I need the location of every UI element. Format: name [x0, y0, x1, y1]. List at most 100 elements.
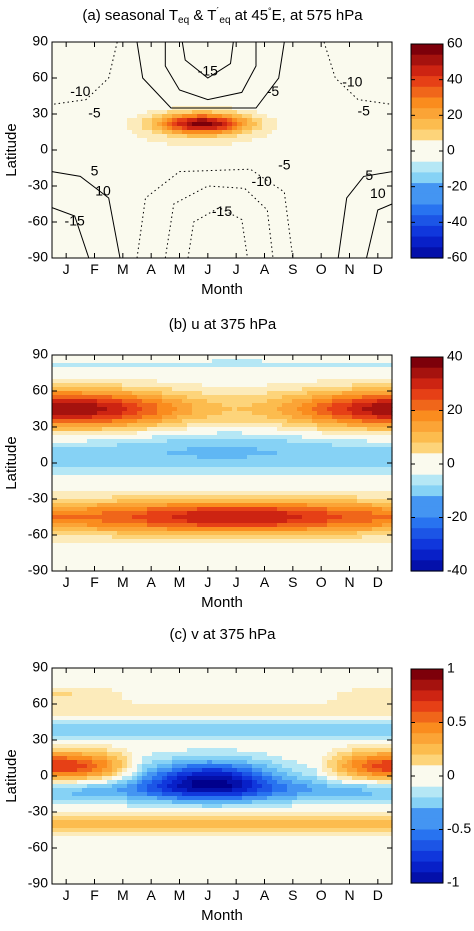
y-tick-label: 90 — [32, 659, 48, 675]
contour-label: 5 — [365, 167, 373, 183]
y-tick-label: 90 — [32, 346, 48, 362]
title-a-sub1: eq — [178, 15, 190, 26]
panel-b-title: (b) u at 375 hPa — [168, 316, 277, 333]
heatmap-field — [52, 42, 393, 259]
x-tick-label: M — [117, 887, 129, 903]
x-tick-label: J — [233, 574, 240, 590]
x-tick-label: A — [260, 574, 270, 590]
x-tick-label: J — [204, 261, 211, 277]
y-tick-label: 0 — [40, 767, 48, 783]
x-tick-label: D — [373, 887, 383, 903]
colorbar-segment — [411, 538, 443, 551]
title-a-prefix: (a) seasonal T — [82, 7, 179, 24]
contour-label: -5 — [278, 156, 291, 172]
colorbar-tick-label: 20 — [447, 106, 463, 122]
colorbar-tick-label: -40 — [447, 213, 467, 229]
colorbar-segment — [411, 108, 443, 120]
x-axis-label: Month — [201, 281, 243, 298]
contour-line — [136, 168, 294, 259]
title-a-prime: ´ — [216, 6, 220, 16]
contour-label: -10 — [70, 83, 90, 99]
colorbar-segment — [411, 840, 443, 852]
colorbar-segment — [411, 367, 443, 379]
contour-line — [181, 41, 234, 79]
x-tick-label: J — [63, 261, 70, 277]
colorbar-segment — [411, 225, 443, 238]
colorbar-segment — [411, 517, 443, 529]
colorbar-tick-label: 40 — [447, 70, 463, 86]
colorbar-segment — [411, 754, 443, 766]
contour-label: -15 — [198, 63, 218, 79]
x-tick-label: S — [288, 574, 297, 590]
colorbar-segment — [411, 65, 443, 77]
x-tick-label: O — [316, 887, 327, 903]
x-tick-label: A — [146, 574, 156, 590]
contour-label: -10 — [342, 74, 362, 90]
contour-label: -5 — [88, 105, 101, 121]
x-tick-label: S — [288, 261, 297, 277]
colorbar-segment — [411, 44, 443, 56]
y-axis: 90 60 30 0 -30 -60 -90 — [28, 33, 392, 265]
colorbar-segment — [411, 161, 443, 173]
y-tick-label: 30 — [32, 418, 48, 434]
colorbar-segment — [411, 765, 443, 777]
y-tick-label: -30 — [28, 490, 48, 506]
x-tick-label: A — [146, 261, 156, 277]
colorbar-segment — [411, 560, 443, 572]
colorbar-segment — [411, 722, 443, 734]
x-tick-label: J — [63, 887, 70, 903]
colorbar: 40 20 0 -20 -40 — [410, 348, 467, 578]
y-axis-label: Latitude — [3, 436, 20, 489]
y-axis: 90 60 30 0 -30 -60 -90 — [28, 346, 392, 578]
colorbar-segment — [411, 711, 443, 724]
title-a-tail-a: at 45 — [230, 7, 269, 24]
y-tick-label: 60 — [32, 69, 48, 85]
colorbar-segment — [411, 140, 443, 152]
colorbar-segment — [411, 506, 443, 519]
chart-b: 90 60 30 0 -30 -60 -90 Latitude J F M A M J J A S O N D Mont… — [3, 346, 467, 611]
y-tick-label: -60 — [28, 526, 48, 542]
colorbar-segment — [411, 861, 443, 873]
y-tick-label: 60 — [32, 382, 48, 398]
colorbar-segment — [411, 464, 443, 476]
colorbar-segment — [411, 808, 443, 820]
contour-label: -5 — [357, 102, 370, 118]
colorbar-segment — [411, 204, 443, 216]
contour-line — [164, 185, 274, 259]
x-tick-label: D — [373, 261, 383, 277]
y-tick-label: -60 — [28, 839, 48, 855]
x-tick-label: O — [316, 574, 327, 590]
x-tick-label: J — [233, 261, 240, 277]
x-tick-label: N — [344, 261, 354, 277]
colorbar-segment — [411, 690, 443, 702]
contour-line — [164, 42, 257, 101]
contour-line — [51, 41, 118, 105]
contour-line — [51, 171, 121, 259]
colorbar-segment — [411, 236, 443, 248]
colorbar-segment — [411, 421, 443, 433]
contour-label: 10 — [95, 183, 111, 199]
panel-a: (a) seasonal Teq & T´eq at 45°E, at 575 … — [0, 0, 474, 312]
chart-a: -10 -5 -15 -5 -10 -5 5 10 -15 -5 -10 -15 5 10 90 60 30 0 -… — [3, 33, 467, 298]
y-tick-label: 30 — [32, 105, 48, 121]
y-tick-label: 30 — [32, 731, 48, 747]
title-a-degree: ° — [268, 6, 272, 16]
colorbar-segment — [411, 129, 443, 141]
contour-line — [187, 207, 248, 259]
x-tick-label: N — [344, 574, 354, 590]
colorbar-segment — [411, 850, 443, 863]
colorbar-segment — [411, 786, 443, 798]
colorbar-segment — [411, 872, 443, 884]
contour-label: 10 — [370, 185, 386, 201]
y-tick-label: -30 — [28, 177, 48, 193]
colorbar-segment — [411, 733, 443, 745]
y-axis: 90 60 30 0 -30 -60 -90 — [28, 659, 392, 891]
colorbar-segment — [411, 76, 443, 88]
contour-lines — [51, 41, 393, 259]
x-tick-label: D — [373, 574, 383, 590]
y-tick-label: 60 — [32, 695, 48, 711]
x-axis-label: Month — [201, 907, 243, 924]
panel-c-title: (c) v at 375 hPa — [169, 626, 276, 643]
